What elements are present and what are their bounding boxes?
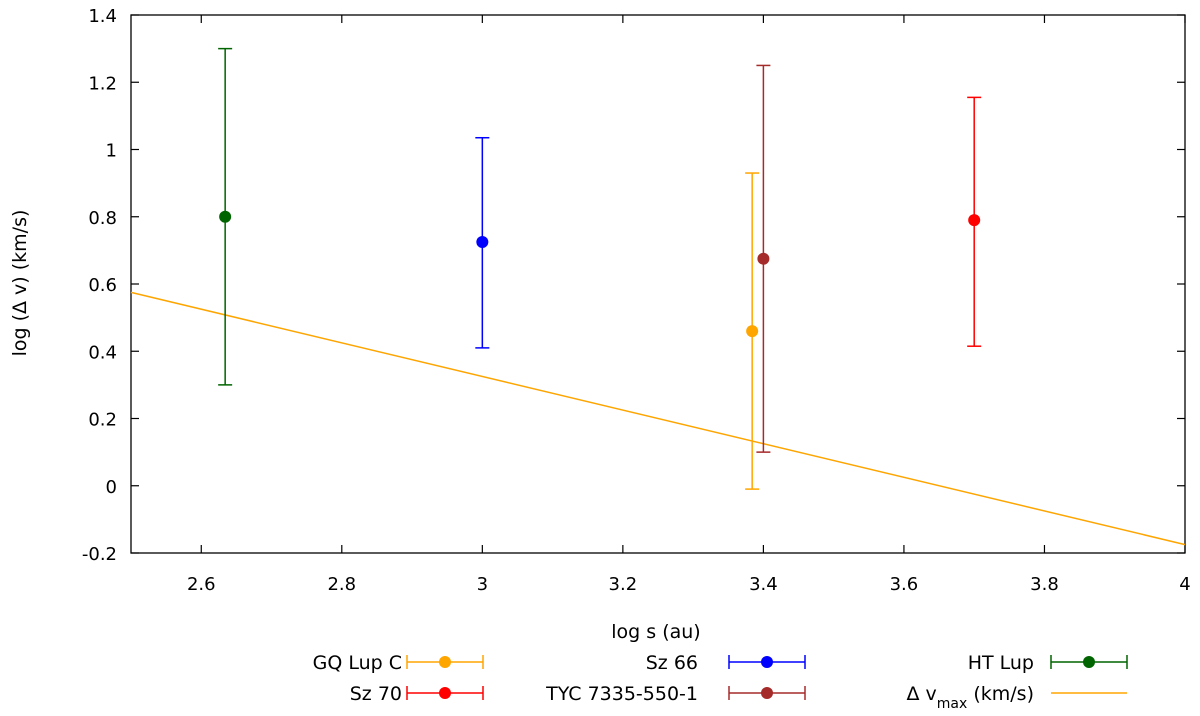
marker <box>219 210 232 223</box>
y-tick-label: 0.8 <box>88 208 117 229</box>
legend: GQ Lup C Sz 66 HT Lup Sz 70 TYC 7335-550-1 Δ … <box>313 652 1128 712</box>
x-tick-label: 2.6 <box>187 574 216 595</box>
y-tick-label: 1.2 <box>88 73 117 94</box>
legend-label: HT Lup <box>968 652 1034 674</box>
legend-item-tyc-7335-550-1: TYC 7335-550-1 <box>545 683 806 705</box>
legend-marker <box>761 656 773 668</box>
y-tick-label: 0.4 <box>88 342 117 363</box>
x-tick-label: 3.4 <box>749 574 778 595</box>
legend-label: Sz 70 <box>350 683 402 705</box>
x-tick-label: 3.6 <box>890 574 919 595</box>
data-points <box>218 47 982 490</box>
legend-marker <box>439 687 451 699</box>
legend-marker <box>761 687 773 699</box>
y-tick-label: -0.2 <box>82 544 117 565</box>
legend-item-ht-lup: HT Lup <box>968 652 1128 674</box>
legend-item-sz-70: Sz 70 <box>350 683 484 705</box>
data-point-sz-70 <box>967 96 982 347</box>
y-tick-label: 1 <box>106 141 117 162</box>
y-axis: -0.2 0 0.2 0.4 0.6 0.8 1 1.2 1.4 <box>82 6 1185 565</box>
marker <box>757 252 770 265</box>
legend-item-gq-lup-c: GQ Lup C <box>313 652 484 674</box>
delta-v-max-series-line <box>130 291 1186 546</box>
legend-item-sz-66: Sz 66 <box>646 652 806 674</box>
y-tick-label: 0.2 <box>88 410 117 431</box>
x-axis-label: log s (au) <box>611 621 700 643</box>
legend-label: TYC 7335-550-1 <box>545 683 698 705</box>
legend-label: Δ vmax (km/s) <box>907 683 1034 712</box>
marker <box>968 214 981 227</box>
legend-marker <box>1083 656 1095 668</box>
y-tick-label: 0 <box>106 477 117 498</box>
x-axis: 2.6 2.8 3 3.2 3.4 3.6 3.8 4 <box>187 15 1191 595</box>
data-point-tyc-7335-550-1 <box>756 64 771 453</box>
data-point-ht-lup <box>218 47 233 386</box>
y-tick-label: 1.4 <box>88 6 117 27</box>
legend-item-delta-v-max: Δ vmax (km/s) <box>907 683 1127 712</box>
y-tick-label: 0.6 <box>88 275 117 296</box>
data-point-gq-lup-c <box>745 172 760 490</box>
plot-frame <box>130 14 1186 554</box>
legend-label: GQ Lup C <box>313 652 402 674</box>
data-point-sz-66 <box>475 136 490 349</box>
marker <box>476 235 489 248</box>
x-tick-label: 3 <box>477 574 488 595</box>
x-tick-label: 4 <box>1179 574 1190 595</box>
x-tick-label: 3.2 <box>609 574 638 595</box>
plot-border <box>130 14 1186 554</box>
y-axis-label: log (Δ v) (km/s) <box>9 210 31 357</box>
delta-v-max-line <box>130 291 1186 546</box>
legend-label: Sz 66 <box>646 652 698 674</box>
marker <box>746 325 759 338</box>
x-tick-label: 3.8 <box>1030 574 1059 595</box>
legend-marker <box>439 656 451 668</box>
x-tick-label: 2.8 <box>327 574 356 595</box>
